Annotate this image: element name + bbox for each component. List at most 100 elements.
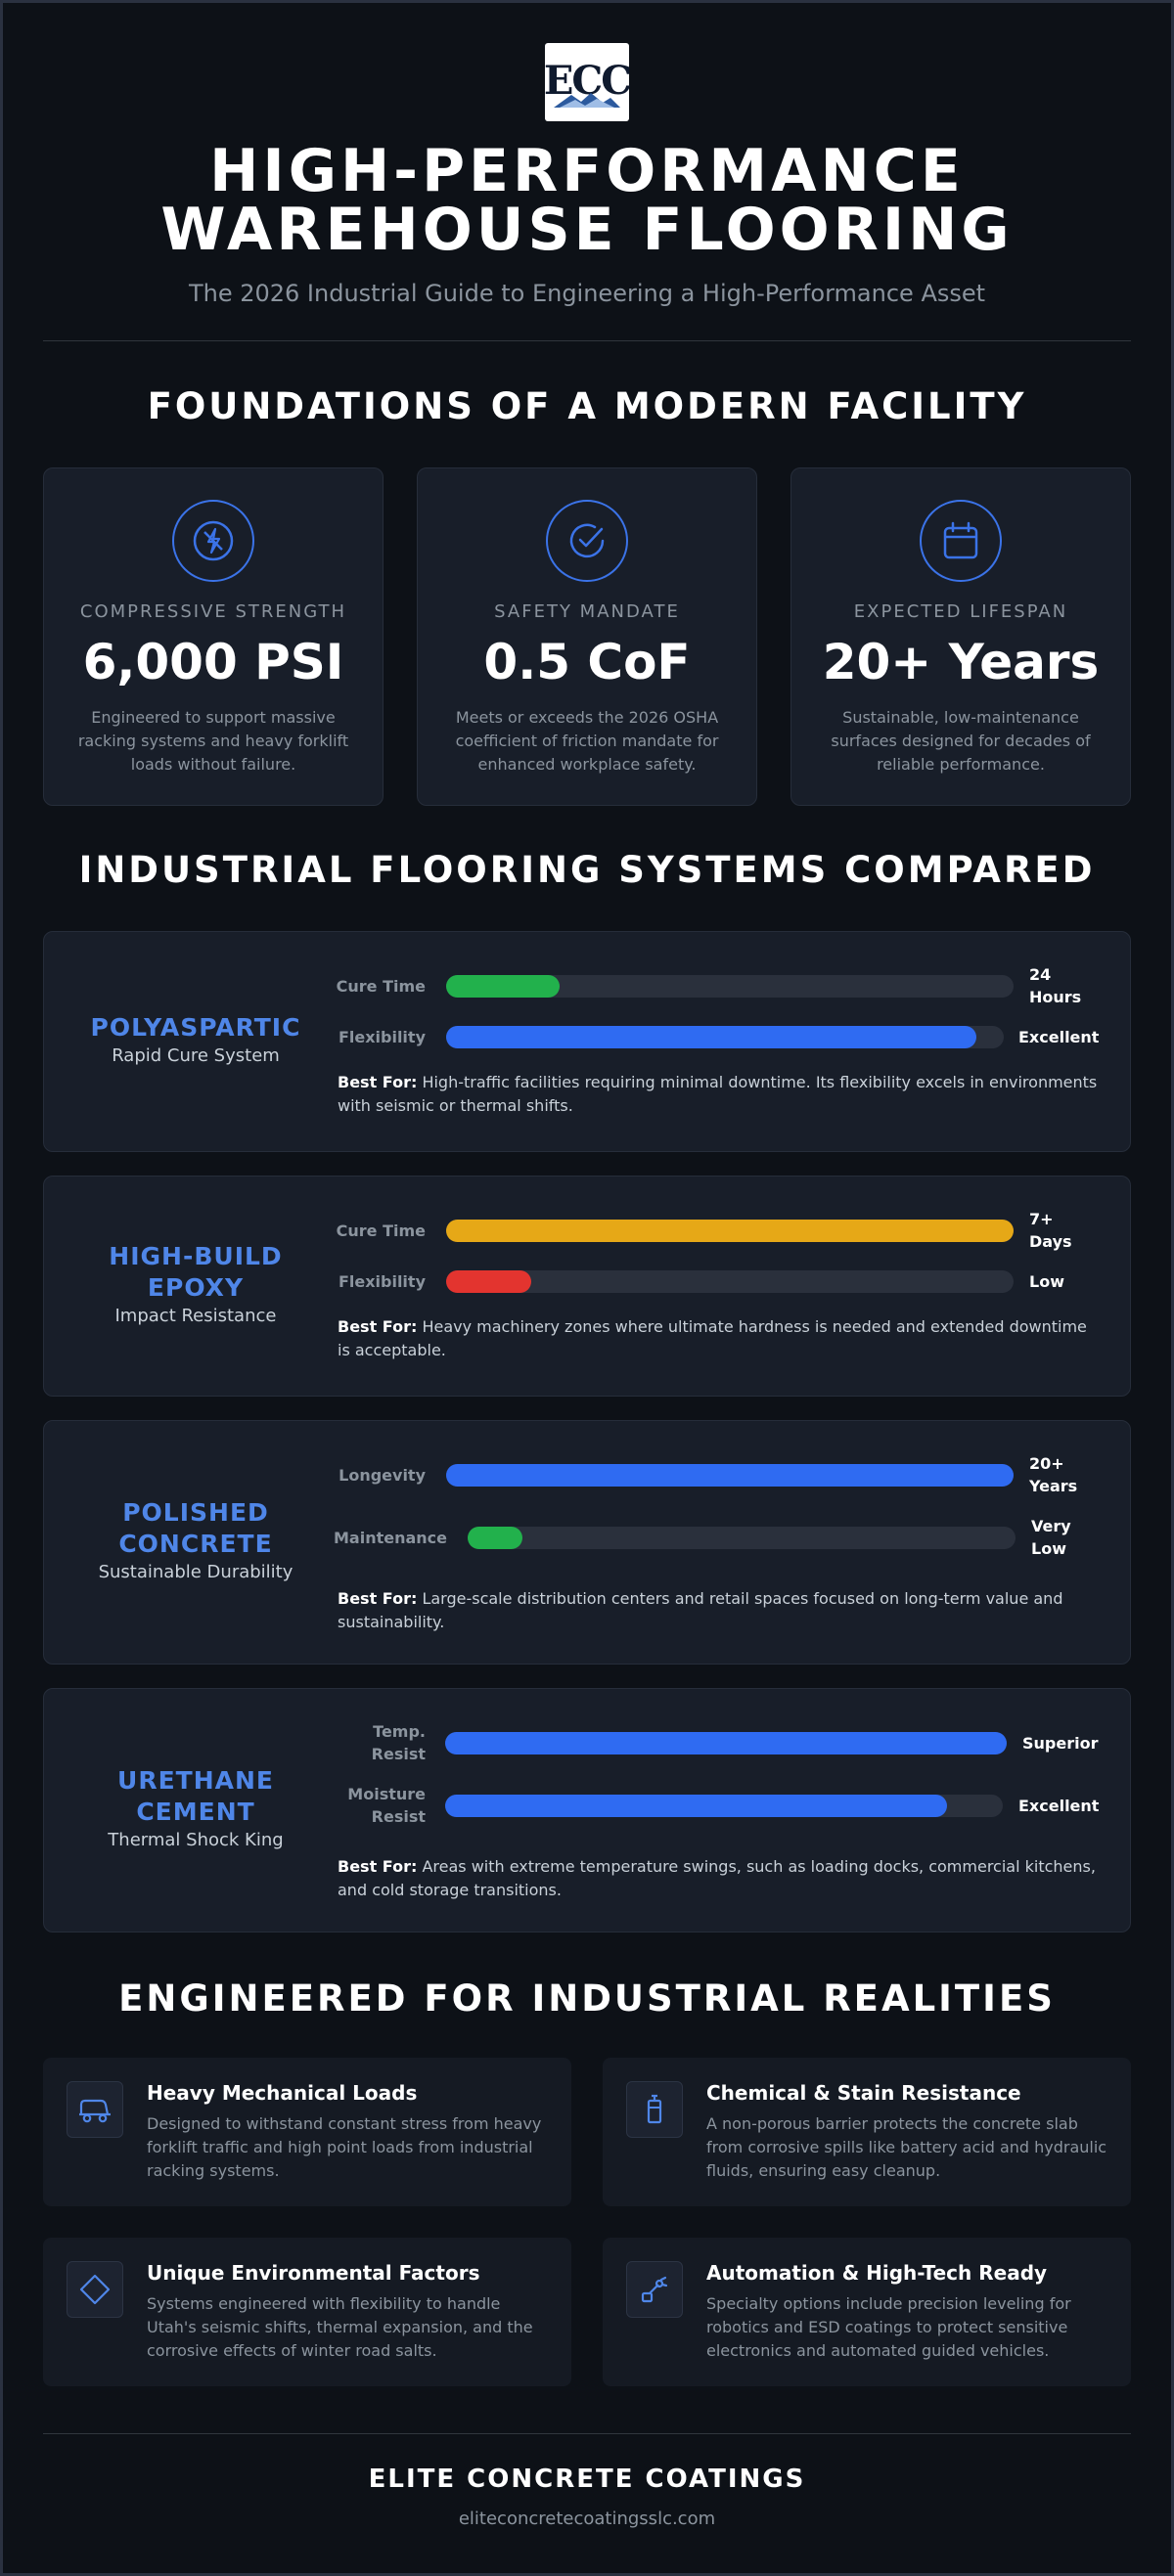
battery-icon — [626, 2081, 683, 2138]
title-line-1: HIGH-PERFORMANCE — [209, 137, 965, 205]
reality-title: Automation & High-Tech Ready — [706, 2261, 1048, 2285]
stat-value: 0.5 CoF — [483, 634, 691, 690]
bar-fill — [446, 1464, 1014, 1487]
reality-card-automation: Automation & High-Tech Ready Specialty o… — [603, 2238, 1131, 2386]
bar-value: 7+ Days — [1029, 1210, 1072, 1251]
system-subtitle: Thermal Shock King — [108, 1830, 284, 1850]
best-for-text: Best For: Heavy machinery zones where ul… — [338, 1317, 1087, 1359]
reality-card-chemical-resistance: Chemical & Stain Resistance A non-porous… — [603, 2058, 1131, 2206]
title-line-2: WAREHOUSE FLOORING — [160, 196, 1014, 264]
bar-value: 24 Hours — [1029, 965, 1082, 1006]
reality-description: Systems engineered with flexibility to h… — [147, 2294, 533, 2360]
stat-value: 6,000 PSI — [82, 634, 344, 690]
system-card-polyaspartic: POLYASPARTIC Rapid Cure System Cure Time… — [43, 931, 1131, 1152]
system-name: CEMENT — [136, 1798, 255, 1826]
bar-track — [446, 1464, 1014, 1487]
bar-track — [446, 1220, 1014, 1242]
forklift-icon — [67, 2081, 123, 2138]
bar-track — [445, 1732, 1007, 1754]
system-card-urethane-cement: URETHANE CEMENT Thermal Shock King Temp.… — [43, 1688, 1131, 1932]
bar-label: Flexibility — [338, 1028, 426, 1046]
bar-fill — [468, 1527, 522, 1549]
bar-value: Very Low — [1031, 1517, 1071, 1558]
system-name-block: POLYASPARTIC Rapid Cure System — [44, 1012, 347, 1066]
stat-card-compressive-strength: COMPRESSIVE STRENGTH 6,000 PSI Engineere… — [43, 467, 384, 806]
bar-label: Longevity — [339, 1466, 426, 1485]
system-name: EPOXY — [147, 1273, 245, 1302]
footer-company-name: ELITE CONCRETE COATINGS — [368, 2465, 806, 2494]
best-for-text: Best For: Areas with extreme temperature… — [338, 1857, 1096, 1899]
reality-title: Heavy Mechanical Loads — [147, 2081, 418, 2105]
bar-track — [446, 1026, 1004, 1048]
bar-track — [446, 975, 1014, 998]
system-name: URETHANE — [117, 1766, 274, 1795]
reality-card-environmental-factors: Unique Environmental Factors Systems eng… — [43, 2238, 571, 2386]
system-name: CONCRETE — [118, 1530, 273, 1558]
stat-value: 20+ Years — [822, 634, 1100, 690]
bar-value: Excellent — [1018, 1028, 1100, 1046]
bar-fill — [446, 1026, 976, 1048]
bar-value: 20+ Years — [1029, 1454, 1078, 1495]
section-title-systems: INDUSTRIAL FLOORING SYSTEMS COMPARED — [78, 849, 1096, 891]
bar-track — [445, 1795, 1003, 1817]
reality-description: A non-porous barrier protects the concre… — [706, 2114, 1107, 2180]
stat-description: Engineered to support massive racking sy… — [77, 708, 349, 774]
calendar-icon — [920, 500, 1002, 582]
system-name-block: URETHANE CEMENT Thermal Shock King — [44, 1765, 347, 1850]
bar-value: Low — [1029, 1272, 1064, 1291]
footer-website-link[interactable]: eliteconcretecoatingsslc.com — [458, 2509, 716, 2529]
lightning-icon — [172, 500, 254, 582]
main-title: HIGH-PERFORMANCE WAREHOUSE FLOORING — [0, 142, 1174, 259]
divider — [43, 340, 1131, 341]
system-card-high-build-epoxy: HIGH-BUILD EPOXY Impact Resistance Cure … — [43, 1176, 1131, 1397]
robot-arm-icon — [626, 2261, 683, 2318]
bar-fill — [446, 1270, 531, 1293]
system-name-block: POLISHED CONCRETE Sustainable Durability — [44, 1497, 347, 1582]
company-logo: ECC — [543, 43, 632, 121]
bar-fill — [445, 1795, 947, 1817]
bar-value: Superior — [1022, 1734, 1099, 1753]
system-subtitle: Sustainable Durability — [98, 1562, 294, 1582]
system-name: HIGH-BUILD — [109, 1242, 283, 1270]
bar-label: Flexibility — [338, 1272, 426, 1291]
system-subtitle: Impact Resistance — [114, 1306, 277, 1326]
reality-card-heavy-loads: Heavy Mechanical Loads Designed to withs… — [43, 2058, 571, 2206]
bar-fill — [446, 1220, 1014, 1242]
bar-label: Cure Time — [336, 1221, 426, 1240]
bar-track — [468, 1527, 1016, 1549]
system-name: POLYASPARTIC — [90, 1013, 301, 1042]
bar-label: Moisture Resist — [347, 1785, 426, 1826]
stat-description: Meets or exceeds the 2026 OSHA coefficie… — [455, 708, 719, 774]
subtitle: The 2026 Industrial Guide to Engineering… — [188, 280, 986, 307]
system-card-polished-concrete: POLISHED CONCRETE Sustainable Durability… — [43, 1420, 1131, 1665]
best-for-text: Best For: High-traffic facilities requir… — [338, 1073, 1098, 1115]
check-circle-icon — [546, 500, 628, 582]
stat-label: COMPRESSIVE STRENGTH — [79, 601, 347, 622]
stat-card-expected-lifespan: EXPECTED LIFESPAN 20+ Years Sustainable,… — [790, 467, 1131, 806]
reality-description: Specialty options include precision leve… — [706, 2294, 1071, 2360]
section-title-foundations: FOUNDATIONS OF A MODERN FACILITY — [147, 385, 1027, 427]
bar-label: Temp. Resist — [371, 1722, 426, 1763]
bar-label: Cure Time — [336, 977, 426, 996]
reality-title: Unique Environmental Factors — [147, 2261, 480, 2285]
mountain-icon — [554, 93, 620, 108]
system-name: POLISHED — [122, 1498, 269, 1527]
diamond-icon — [67, 2261, 123, 2318]
stat-label: EXPECTED LIFESPAN — [853, 601, 1068, 622]
bar-track — [446, 1270, 1014, 1293]
system-subtitle: Rapid Cure System — [112, 1045, 280, 1066]
reality-title: Chemical & Stain Resistance — [706, 2081, 1021, 2105]
best-for-text: Best For: Large-scale distribution cente… — [338, 1589, 1063, 1631]
reality-description: Designed to withstand constant stress fr… — [147, 2114, 542, 2180]
logo-text: ECC — [543, 58, 632, 104]
divider — [43, 2433, 1131, 2434]
stat-description: Sustainable, low-maintenance surfaces de… — [831, 708, 1091, 774]
bar-value: Excellent — [1018, 1797, 1100, 1815]
section-title-realities: ENGINEERED FOR INDUSTRIAL REALITIES — [118, 1977, 1056, 2020]
bar-fill — [445, 1732, 1007, 1754]
stat-card-safety-mandate: SAFETY MANDATE 0.5 CoF Meets or exceeds … — [417, 467, 757, 806]
bar-fill — [446, 975, 560, 998]
bar-label: Maintenance — [333, 1529, 447, 1547]
system-name-block: HIGH-BUILD EPOXY Impact Resistance — [44, 1241, 347, 1326]
